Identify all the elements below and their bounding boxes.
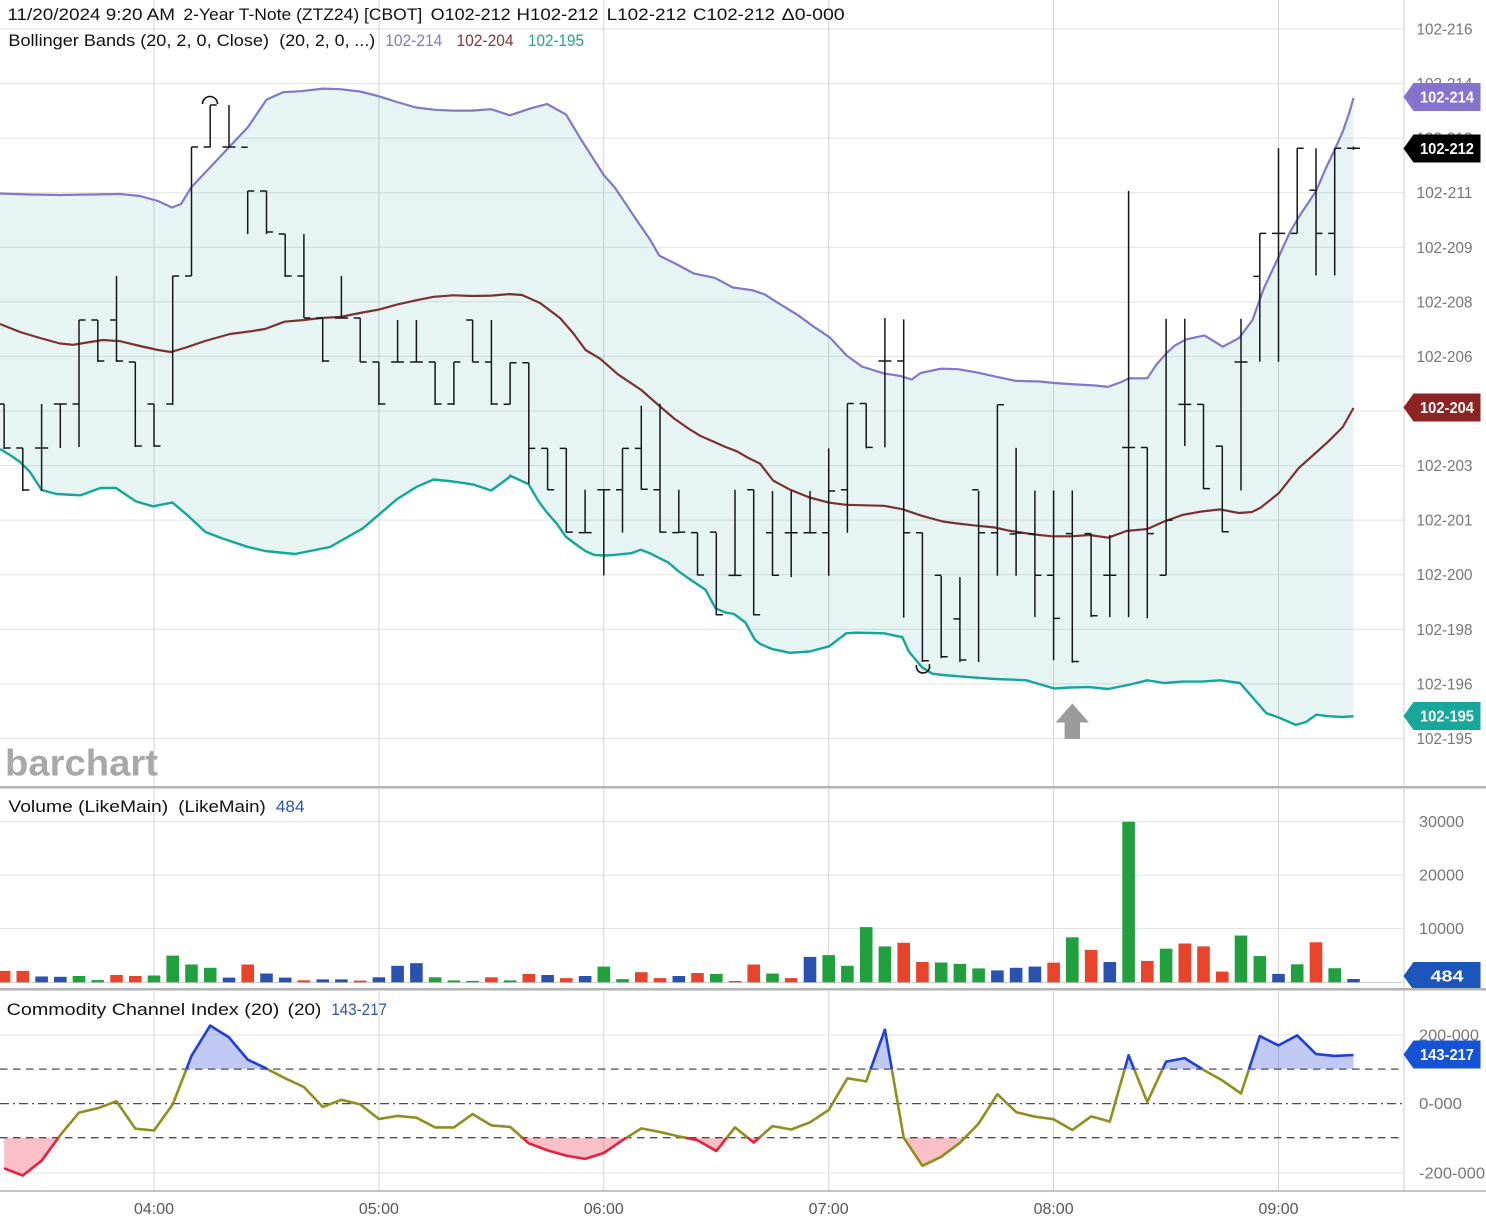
svg-text:07:00: 07:00 <box>809 1201 849 1218</box>
svg-text:102-203: 102-203 <box>1417 458 1473 475</box>
svg-text:10000: 10000 <box>1419 921 1464 938</box>
svg-text:barchart: barchart <box>5 743 158 784</box>
svg-text:O102-212: O102-212 <box>431 6 511 24</box>
svg-text:20000: 20000 <box>1419 868 1464 885</box>
svg-text:102-214: 102-214 <box>1420 90 1474 107</box>
svg-text:Commodity Channel Index (20): Commodity Channel Index (20) <box>7 1001 280 1019</box>
svg-text:102-206: 102-206 <box>1417 349 1473 366</box>
svg-text:484: 484 <box>1431 969 1464 986</box>
svg-text:04:00: 04:00 <box>134 1201 174 1218</box>
svg-text:102-201: 102-201 <box>1417 513 1473 530</box>
svg-text:(20): (20) <box>288 1001 322 1019</box>
svg-text:Bollinger Bands (20, 2, 0, Clo: Bollinger Bands (20, 2, 0, Close) <box>8 32 269 50</box>
svg-text:102-195: 102-195 <box>528 32 584 50</box>
svg-text:102-204: 102-204 <box>1420 400 1474 417</box>
svg-text:143-217: 143-217 <box>331 1001 387 1019</box>
svg-text:102-211: 102-211 <box>1417 185 1473 202</box>
svg-text:Δ0-000: Δ0-000 <box>782 6 845 24</box>
svg-text:484: 484 <box>276 798 305 816</box>
svg-text:102-195: 102-195 <box>1420 709 1474 726</box>
svg-text:102-198: 102-198 <box>1417 622 1473 639</box>
svg-text:-200-000: -200-000 <box>1419 1166 1485 1183</box>
svg-text:L102-212: L102-212 <box>607 6 687 24</box>
svg-text:08:00: 08:00 <box>1034 1201 1074 1218</box>
svg-text:200-000: 200-000 <box>1419 1028 1479 1045</box>
svg-text:102-216: 102-216 <box>1417 22 1473 39</box>
svg-text:C102-212: C102-212 <box>693 6 775 24</box>
svg-text:06:00: 06:00 <box>584 1201 624 1218</box>
svg-text:102-200: 102-200 <box>1417 567 1473 584</box>
svg-text:2-Year T-Note (ZTZ24) [CBOT]: 2-Year T-Note (ZTZ24) [CBOT] <box>183 6 422 24</box>
svg-text:05:00: 05:00 <box>359 1201 399 1218</box>
svg-text:143-217: 143-217 <box>1420 1047 1474 1064</box>
svg-text:Volume (LikeMain): Volume (LikeMain) <box>8 798 168 816</box>
svg-text:(20, 2, 0, ...): (20, 2, 0, ...) <box>279 32 375 50</box>
svg-text:30000: 30000 <box>1419 814 1464 831</box>
svg-text:102-212: 102-212 <box>1420 141 1474 158</box>
svg-text:H102-212: H102-212 <box>517 6 599 24</box>
svg-text:102-209: 102-209 <box>1417 240 1473 257</box>
svg-text:102-204: 102-204 <box>457 32 514 50</box>
svg-text:09:00: 09:00 <box>1259 1201 1299 1218</box>
svg-text:0-000: 0-000 <box>1419 1096 1462 1113</box>
svg-text:(LikeMain): (LikeMain) <box>178 798 265 816</box>
svg-text:102-195: 102-195 <box>1417 731 1473 748</box>
svg-text:102-214: 102-214 <box>385 32 442 50</box>
svg-text:11/20/2024 9:20 AM: 11/20/2024 9:20 AM <box>7 6 175 24</box>
svg-text:102-196: 102-196 <box>1417 676 1473 693</box>
svg-text:102-208: 102-208 <box>1417 294 1473 311</box>
